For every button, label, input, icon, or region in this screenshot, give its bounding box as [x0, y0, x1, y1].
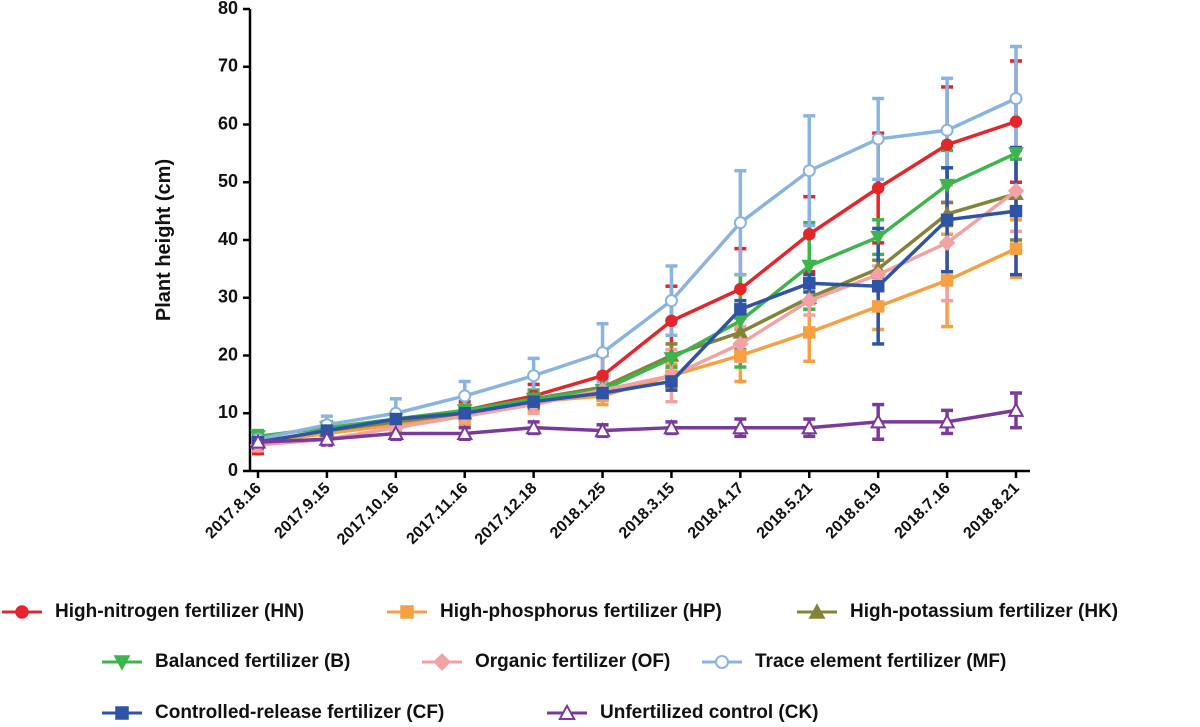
- marker: [871, 181, 885, 195]
- x-tick-label: 2017.10.16: [334, 480, 403, 549]
- marker: [732, 418, 749, 435]
- marker: [527, 369, 541, 383]
- marker: [801, 259, 818, 275]
- marker: [938, 234, 956, 252]
- legend-marker: [433, 653, 451, 671]
- x-tick-label: 2018.7.16: [892, 480, 954, 542]
- marker: [940, 123, 954, 137]
- y-tick-label: 70: [218, 56, 238, 76]
- legend-label: Controlled-release fertilizer (CF): [155, 702, 444, 723]
- legend-marker: [15, 605, 29, 619]
- marker: [1007, 401, 1025, 417]
- marker: [803, 227, 816, 241]
- y-tick-label: 40: [218, 229, 238, 249]
- legend-label: Unfertilized control (CK): [600, 702, 819, 723]
- x-tick-label: 2018.1.25: [547, 480, 609, 542]
- series-line: [257, 192, 1017, 444]
- marker: [663, 418, 680, 435]
- marker: [939, 178, 955, 194]
- y-tick-label: 60: [218, 113, 238, 133]
- marker: [800, 418, 818, 435]
- marker: [940, 138, 954, 151]
- series-line: [257, 151, 1017, 439]
- marker: [458, 389, 472, 403]
- y-tick-label: 30: [218, 287, 238, 307]
- legend-label: Trace element fertilizer (MF): [755, 651, 1006, 672]
- marker: [734, 303, 747, 316]
- marker: [733, 216, 747, 230]
- legend-label: High-phosphorus fertilizer (HP): [440, 601, 722, 622]
- series-line: [257, 119, 1017, 447]
- marker: [458, 407, 471, 420]
- y-tick-label: 10: [218, 402, 238, 422]
- legend-label: Organic fertilizer (OF): [475, 651, 670, 672]
- marker: [871, 132, 885, 146]
- marker: [1009, 242, 1023, 255]
- legend-label: High-potassium fertilizer (HK): [850, 601, 1118, 622]
- marker: [456, 424, 474, 440]
- marker: [1007, 182, 1025, 200]
- marker: [1008, 147, 1024, 162]
- marker: [871, 279, 885, 293]
- marker: [527, 395, 540, 408]
- marker: [940, 213, 954, 227]
- legend-marker: [400, 605, 414, 619]
- series-line: [257, 209, 1017, 444]
- marker: [318, 430, 336, 446]
- x-tick-label: 2018.6.19: [823, 480, 885, 542]
- y-tick-label: 80: [218, 0, 238, 18]
- x-tick-label: 2017.9.15: [271, 480, 333, 542]
- legend-marker: [715, 655, 729, 669]
- legend-marker: [808, 603, 826, 619]
- x-tick-label: 2017.8.16: [202, 480, 264, 542]
- x-tick-label: 2018.4.17: [685, 480, 747, 542]
- marker: [803, 326, 816, 339]
- legend-marker: [558, 703, 576, 720]
- marker: [665, 314, 678, 328]
- marker: [869, 413, 887, 429]
- x-tick-label: 2017.11.16: [404, 480, 472, 548]
- x-tick-label: 2017.12.18: [472, 480, 541, 549]
- y-tick-label: 50: [218, 171, 238, 191]
- marker: [665, 375, 678, 388]
- marker: [801, 292, 818, 309]
- series-line: [257, 96, 1017, 441]
- x-tick-label: 2018.5.21: [754, 480, 816, 542]
- x-tick-label: 2018.8.21: [960, 480, 1022, 542]
- marker: [387, 424, 405, 440]
- legend-marker: [113, 655, 131, 671]
- series-line: [257, 247, 1017, 444]
- marker: [734, 282, 747, 296]
- marker: [389, 412, 403, 426]
- legend-marker: [115, 706, 129, 720]
- marker: [940, 274, 954, 287]
- y-axis-label: Plant height (cm): [153, 159, 175, 321]
- series-line: [257, 408, 1017, 444]
- marker: [871, 300, 885, 313]
- marker: [525, 418, 542, 435]
- marker: [596, 346, 610, 360]
- marker: [1009, 92, 1023, 106]
- y-tick-label: 0: [228, 460, 238, 480]
- series-line: [257, 189, 1018, 447]
- marker: [249, 433, 267, 449]
- marker: [663, 352, 680, 367]
- legend-label: High-nitrogen fertilizer (HN): [55, 601, 304, 622]
- marker: [802, 164, 816, 178]
- marker: [596, 386, 609, 400]
- marker: [938, 413, 956, 429]
- marker: [1009, 115, 1023, 128]
- x-tick-label: 2018.3.15: [616, 480, 678, 542]
- marker: [1009, 204, 1023, 218]
- marker: [870, 230, 887, 246]
- marker: [803, 277, 816, 290]
- marker: [664, 294, 678, 308]
- y-tick-label: 20: [218, 344, 238, 364]
- legend-label: Balanced fertilizer (B): [155, 651, 350, 672]
- marker: [594, 421, 611, 438]
- marker: [732, 335, 749, 353]
